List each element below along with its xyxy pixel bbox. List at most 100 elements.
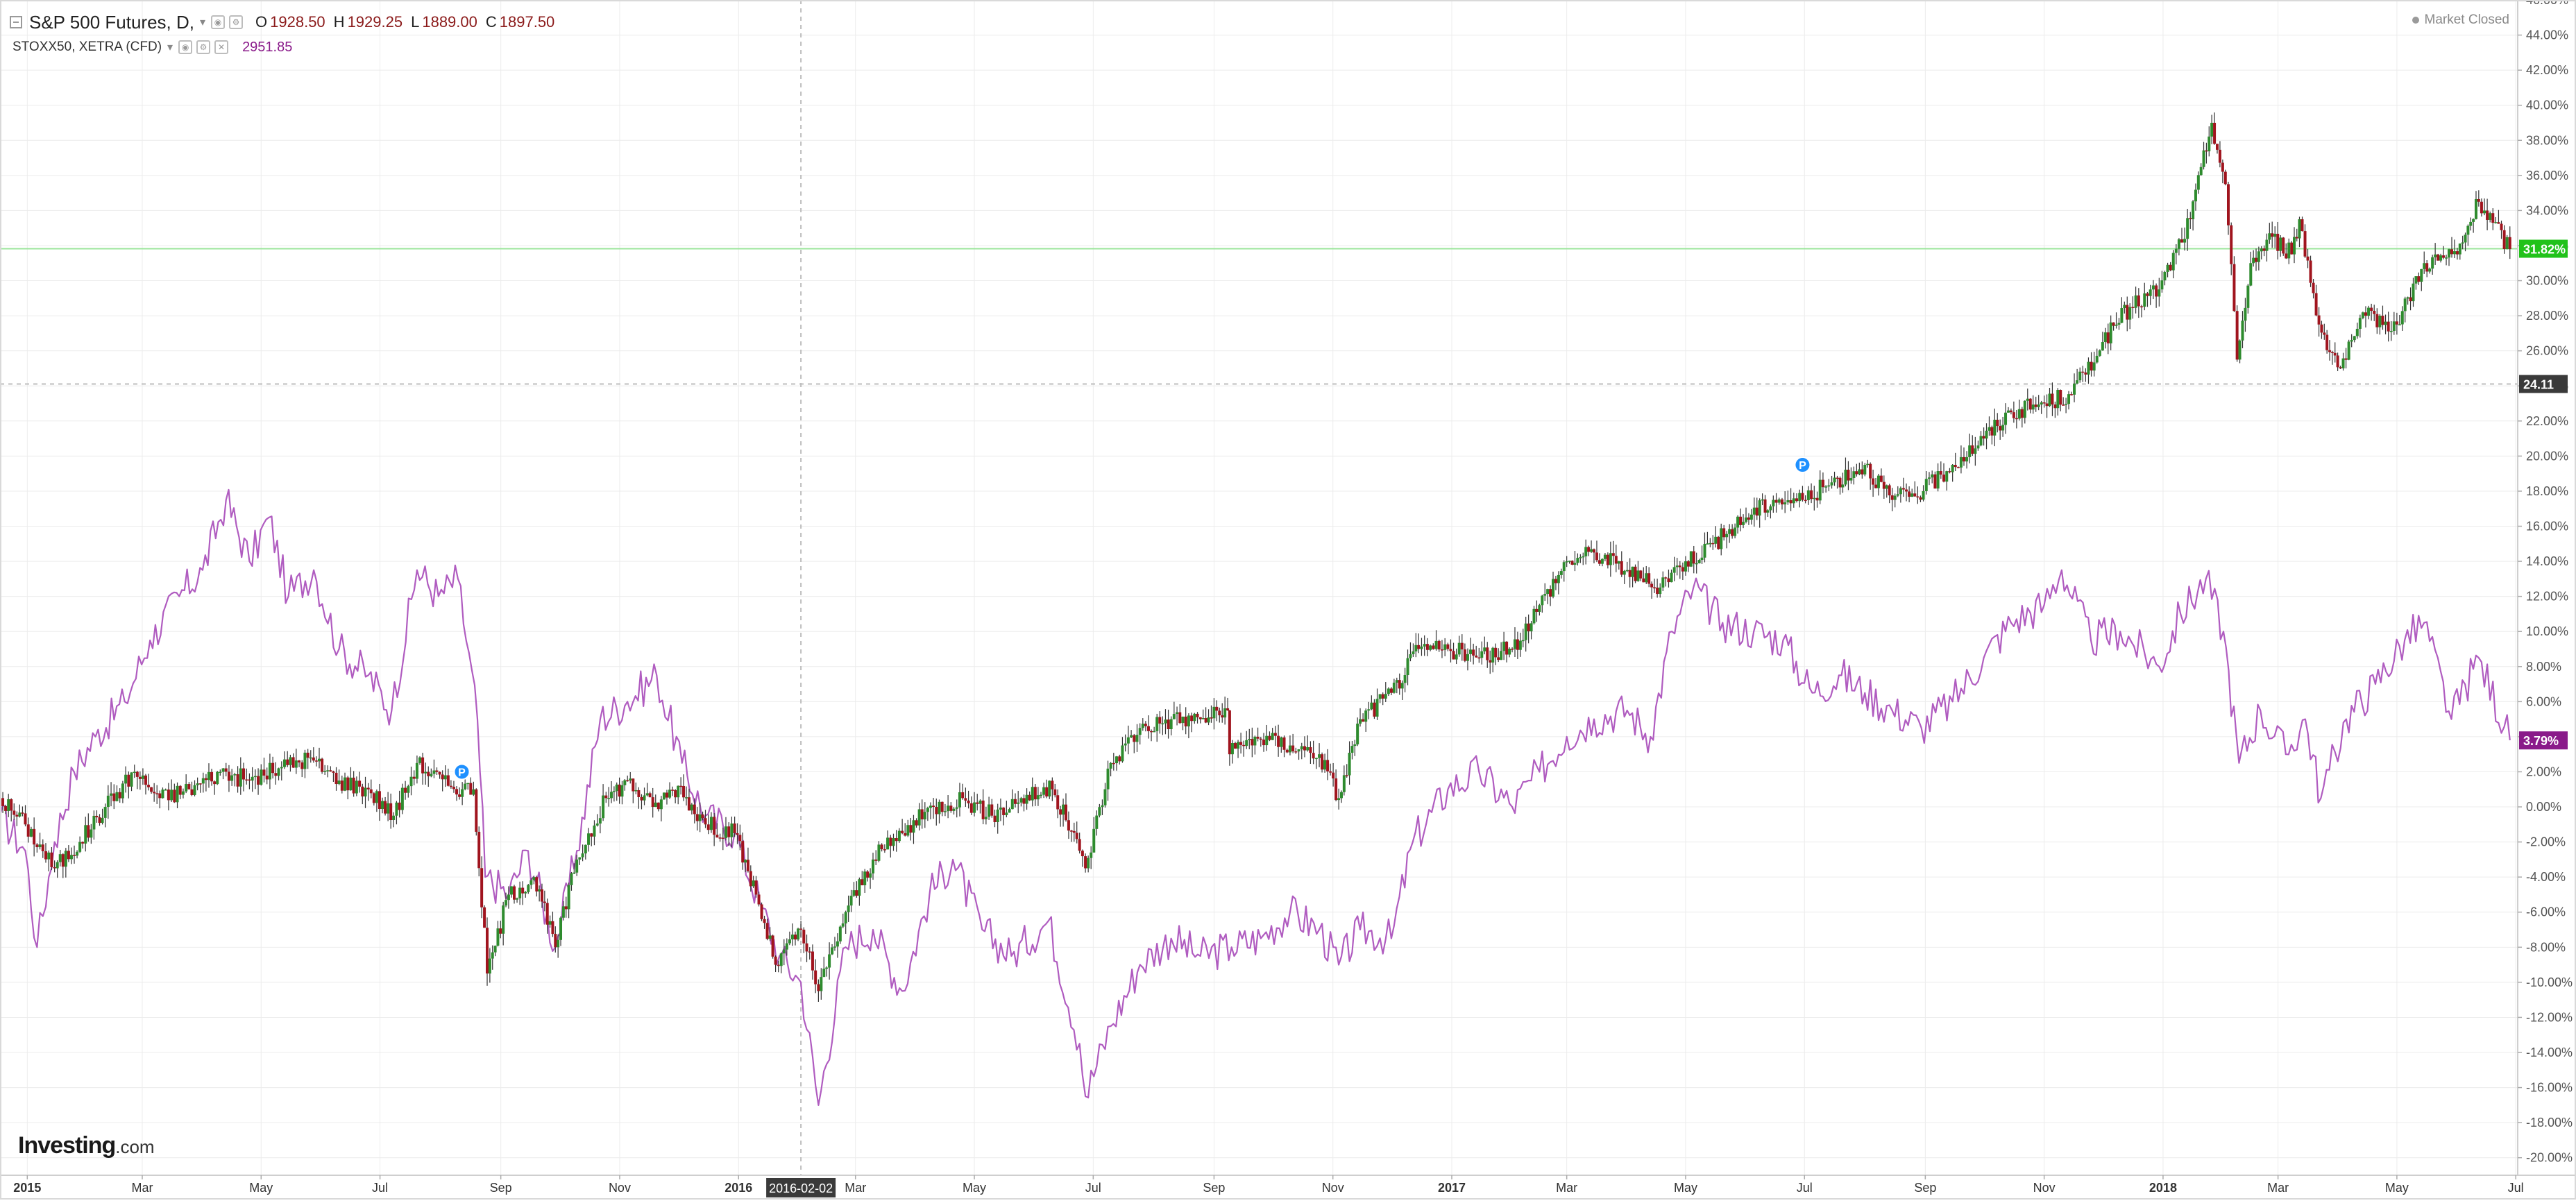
compare-symbol-label[interactable]: STOXX50, XETRA (CFD) xyxy=(12,40,162,54)
candle[interactable] xyxy=(1158,711,1162,734)
candle[interactable] xyxy=(375,789,378,812)
candle[interactable] xyxy=(1153,726,1156,733)
candle[interactable] xyxy=(2414,276,2418,290)
candle[interactable] xyxy=(1172,701,1176,719)
candle[interactable] xyxy=(1951,463,1954,482)
candle[interactable] xyxy=(1603,552,1607,561)
candle[interactable] xyxy=(709,812,713,833)
candle[interactable] xyxy=(595,814,599,827)
candle[interactable] xyxy=(874,850,878,865)
candle[interactable] xyxy=(1990,425,1994,445)
candle[interactable] xyxy=(929,802,932,819)
candle[interactable] xyxy=(2221,159,2224,184)
candle[interactable] xyxy=(262,758,266,783)
candle[interactable] xyxy=(1494,643,1498,665)
candle[interactable] xyxy=(2045,394,2049,418)
candle[interactable] xyxy=(1406,649,1409,685)
candle[interactable] xyxy=(41,839,44,858)
candle[interactable] xyxy=(1855,463,1858,477)
candle[interactable] xyxy=(2109,315,2112,350)
candle[interactable] xyxy=(920,799,924,829)
candle[interactable] xyxy=(993,810,997,828)
candle[interactable] xyxy=(2215,144,2219,154)
candle[interactable] xyxy=(1792,493,1795,508)
candle[interactable] xyxy=(161,787,164,799)
candle[interactable] xyxy=(978,799,982,814)
candle[interactable] xyxy=(190,781,194,796)
candle[interactable] xyxy=(239,757,242,795)
candle[interactable] xyxy=(133,765,136,778)
candle[interactable] xyxy=(1786,490,1790,505)
candle[interactable] xyxy=(1524,616,1527,652)
candle[interactable] xyxy=(2106,323,2110,355)
candle[interactable] xyxy=(612,786,616,802)
candle[interactable] xyxy=(2398,314,2401,325)
candle[interactable] xyxy=(2461,235,2464,250)
candle[interactable] xyxy=(167,783,170,811)
candle[interactable] xyxy=(193,780,196,796)
candle[interactable] xyxy=(1500,642,1503,660)
candle[interactable] xyxy=(135,770,139,790)
candle[interactable] xyxy=(2140,305,2144,318)
candle[interactable] xyxy=(684,786,688,806)
candle[interactable] xyxy=(1092,817,1096,853)
candle[interactable] xyxy=(886,830,890,850)
candle[interactable] xyxy=(590,833,593,846)
candle[interactable] xyxy=(1888,484,1891,504)
candle[interactable] xyxy=(2208,126,2211,157)
candle[interactable] xyxy=(1065,793,1068,822)
candle[interactable] xyxy=(400,783,404,814)
candle[interactable] xyxy=(841,913,845,929)
candle[interactable] xyxy=(1592,548,1595,563)
candle[interactable] xyxy=(2166,262,2169,278)
candle[interactable] xyxy=(369,779,373,799)
candle[interactable] xyxy=(2031,395,2035,414)
candle[interactable] xyxy=(277,767,280,780)
candle[interactable] xyxy=(1939,461,1942,479)
candle[interactable] xyxy=(1375,688,1379,720)
candle[interactable] xyxy=(706,814,710,835)
candle[interactable] xyxy=(1078,833,1081,854)
candle[interactable] xyxy=(33,817,36,857)
candle[interactable] xyxy=(1178,703,1182,724)
candle[interactable] xyxy=(141,768,144,785)
candle[interactable] xyxy=(2303,224,2307,258)
candle[interactable] xyxy=(2199,163,2203,176)
candle[interactable] xyxy=(47,850,51,872)
candle[interactable] xyxy=(251,767,254,792)
candle[interactable] xyxy=(632,778,635,803)
candle[interactable] xyxy=(2336,352,2339,371)
candle[interactable] xyxy=(1806,486,1810,505)
candle[interactable] xyxy=(1965,451,1969,469)
candle[interactable] xyxy=(955,799,958,818)
candle[interactable] xyxy=(2160,271,2164,293)
candle[interactable] xyxy=(665,790,668,805)
candle[interactable] xyxy=(715,823,719,838)
candle[interactable] xyxy=(880,843,883,852)
candle[interactable] xyxy=(1942,463,1946,483)
candle[interactable] xyxy=(2445,255,2448,266)
candle[interactable] xyxy=(355,776,358,796)
candle[interactable] xyxy=(1963,447,1966,466)
candle[interactable] xyxy=(1463,643,1466,663)
candle[interactable] xyxy=(721,827,724,851)
candle[interactable] xyxy=(224,762,228,777)
candle[interactable] xyxy=(438,771,441,779)
candle[interactable] xyxy=(1622,570,1626,584)
candle[interactable] xyxy=(2192,200,2195,231)
candle[interactable] xyxy=(505,892,508,907)
candle[interactable] xyxy=(1432,643,1435,650)
candle[interactable] xyxy=(831,944,834,955)
candle[interactable] xyxy=(1141,718,1144,731)
candle[interactable] xyxy=(947,795,950,819)
candle[interactable] xyxy=(1901,477,1905,497)
candle[interactable] xyxy=(749,865,752,892)
candle[interactable] xyxy=(969,796,973,815)
candle[interactable] xyxy=(1103,783,1107,808)
candle[interactable] xyxy=(869,868,872,889)
candle[interactable] xyxy=(300,760,304,778)
candle[interactable] xyxy=(124,766,128,793)
candle[interactable] xyxy=(458,787,461,800)
candle[interactable] xyxy=(81,841,85,849)
candle[interactable] xyxy=(1067,811,1070,839)
